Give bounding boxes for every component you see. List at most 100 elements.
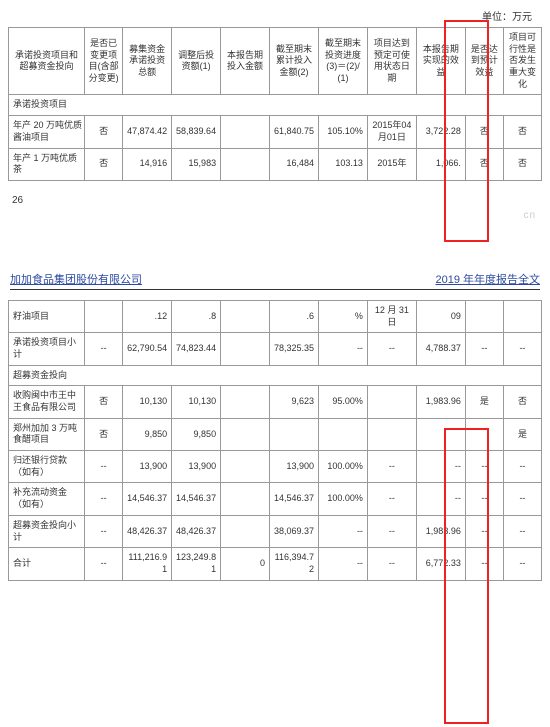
col-project: 承诺投资项目和超募资金投向: [9, 28, 85, 95]
cell: [221, 418, 270, 450]
cell: 2015年: [367, 148, 416, 180]
cell: 0: [221, 548, 270, 580]
cell: --: [367, 451, 416, 483]
cell: 否: [85, 386, 123, 418]
cell: 47,874.42: [123, 116, 172, 148]
cell: [318, 418, 367, 450]
cell: --: [503, 451, 541, 483]
cell: 74,823.44: [172, 333, 221, 365]
cell: 10,130: [123, 386, 172, 418]
page-header-line: 加加食品集团股份有限公司 2019 年年度报告全文: [10, 271, 540, 290]
cell: --: [367, 483, 416, 515]
cell: 48,426.37: [123, 515, 172, 547]
cell: 14,546.37: [123, 483, 172, 515]
cell: [85, 300, 123, 332]
col-progress: 截至期末投资进度(3)＝(2)/(1): [318, 28, 367, 95]
company-name: 加加食品集团股份有限公司: [10, 271, 142, 287]
cell: [221, 148, 270, 180]
cell-name: 年产 20 万吨优质酱油项目: [9, 116, 85, 148]
cell: --: [85, 451, 123, 483]
cell: --: [465, 548, 503, 580]
cell: --: [367, 515, 416, 547]
table-row: 超募资金投向小计--48,426.3748,426.3738,069.37---…: [9, 515, 542, 547]
page-number: 26: [12, 195, 542, 206]
cell: 14,546.37: [270, 483, 319, 515]
cell: 16,484: [270, 148, 319, 180]
col-reach-est: 是否达到预计效益: [465, 28, 503, 95]
cell: --: [503, 515, 541, 547]
cell: --: [465, 333, 503, 365]
cell: 12 月 31 日: [367, 300, 416, 332]
table-row: 补充流动资金（如有）--14,546.3714,546.3714,546.371…: [9, 483, 542, 515]
col-cum-amt: 截至期末累计投入金额(2): [270, 28, 319, 95]
cell: 否: [465, 148, 503, 180]
cell: 2015年04月01日: [367, 116, 416, 148]
cell: 62,790.54: [123, 333, 172, 365]
cell: .6: [270, 300, 319, 332]
cell: 13,900: [172, 451, 221, 483]
cell: --: [503, 333, 541, 365]
cell: .8: [172, 300, 221, 332]
col-period-amt: 本报告期投入金额: [221, 28, 270, 95]
cell: .12: [123, 300, 172, 332]
unit-label: 单位：万元: [8, 8, 542, 23]
cell: --: [503, 548, 541, 580]
investment-table-bottom: 籽油项目.12.8.6%12 月 31 日09承诺投资项目小计--62,790.…: [8, 300, 542, 581]
cell: 是: [465, 386, 503, 418]
cell: %: [318, 300, 367, 332]
cell: 否: [503, 116, 541, 148]
cell: --: [416, 451, 465, 483]
cell: --: [318, 333, 367, 365]
cell: [465, 300, 503, 332]
cell: --: [367, 333, 416, 365]
cell: [367, 386, 416, 418]
cell: 95.00%: [318, 386, 367, 418]
cell: 否: [85, 116, 123, 148]
cell: 105.10%: [318, 116, 367, 148]
cell: [221, 515, 270, 547]
cell: 61,840.75: [270, 116, 319, 148]
cell: 103.13: [318, 148, 367, 180]
investment-table-top: 承诺投资项目和超募资金投向 是否已变更项目(含部分变更) 募集资金承诺投资总额 …: [8, 27, 542, 181]
cell: 48,426.37: [172, 515, 221, 547]
cell: [465, 418, 503, 450]
cell: 100.00%: [318, 451, 367, 483]
cell: [221, 300, 270, 332]
table-row: 承诺投资项目小计--62,790.5474,823.4478,325.35---…: [9, 333, 542, 365]
cell: 9,623: [270, 386, 319, 418]
cell: [221, 333, 270, 365]
cell: --: [367, 548, 416, 580]
report-title: 2019 年年度报告全文: [435, 271, 540, 287]
col-changed: 是否已变更项目(含部分变更): [85, 28, 123, 95]
table-header-row: 承诺投资项目和超募资金投向 是否已变更项目(含部分变更) 募集资金承诺投资总额 …: [9, 28, 542, 95]
cell: 否: [503, 386, 541, 418]
cell: --: [465, 451, 503, 483]
col-benefit: 本报告期实现的效益: [416, 28, 465, 95]
cell-name: 承诺投资项目小计: [9, 333, 85, 365]
cell: 是: [503, 418, 541, 450]
table-row: 归还银行贷款（如有）--13,90013,90013,900100.00%---…: [9, 451, 542, 483]
cell: 100.00%: [318, 483, 367, 515]
table-row: 籽油项目.12.8.6%12 月 31 日09: [9, 300, 542, 332]
cell-name: 籽油项目: [9, 300, 85, 332]
cell: 15,983: [172, 148, 221, 180]
section-row: 承诺投资项目: [9, 95, 542, 116]
table-row: 郑州加加 3 万吨食醋项目否9,8509,850是: [9, 418, 542, 450]
cell: --: [465, 515, 503, 547]
cell-name: 年产 1 万吨优质茶: [9, 148, 85, 180]
cell: [221, 483, 270, 515]
cell: --: [503, 483, 541, 515]
col-adj-amt: 调整后投资额(1): [172, 28, 221, 95]
cell: 否: [85, 148, 123, 180]
watermark: cn: [8, 210, 536, 221]
cell: [367, 418, 416, 450]
cell: 78,325.35: [270, 333, 319, 365]
cell: 1,983.96: [416, 515, 465, 547]
cell: 否: [465, 116, 503, 148]
cell: --: [318, 548, 367, 580]
cell: 6,772.33: [416, 548, 465, 580]
cell: 38,069.37: [270, 515, 319, 547]
cell: 1,983.96: [416, 386, 465, 418]
cell-name: 郑州加加 3 万吨食醋项目: [9, 418, 85, 450]
cell-name: 归还银行贷款（如有）: [9, 451, 85, 483]
